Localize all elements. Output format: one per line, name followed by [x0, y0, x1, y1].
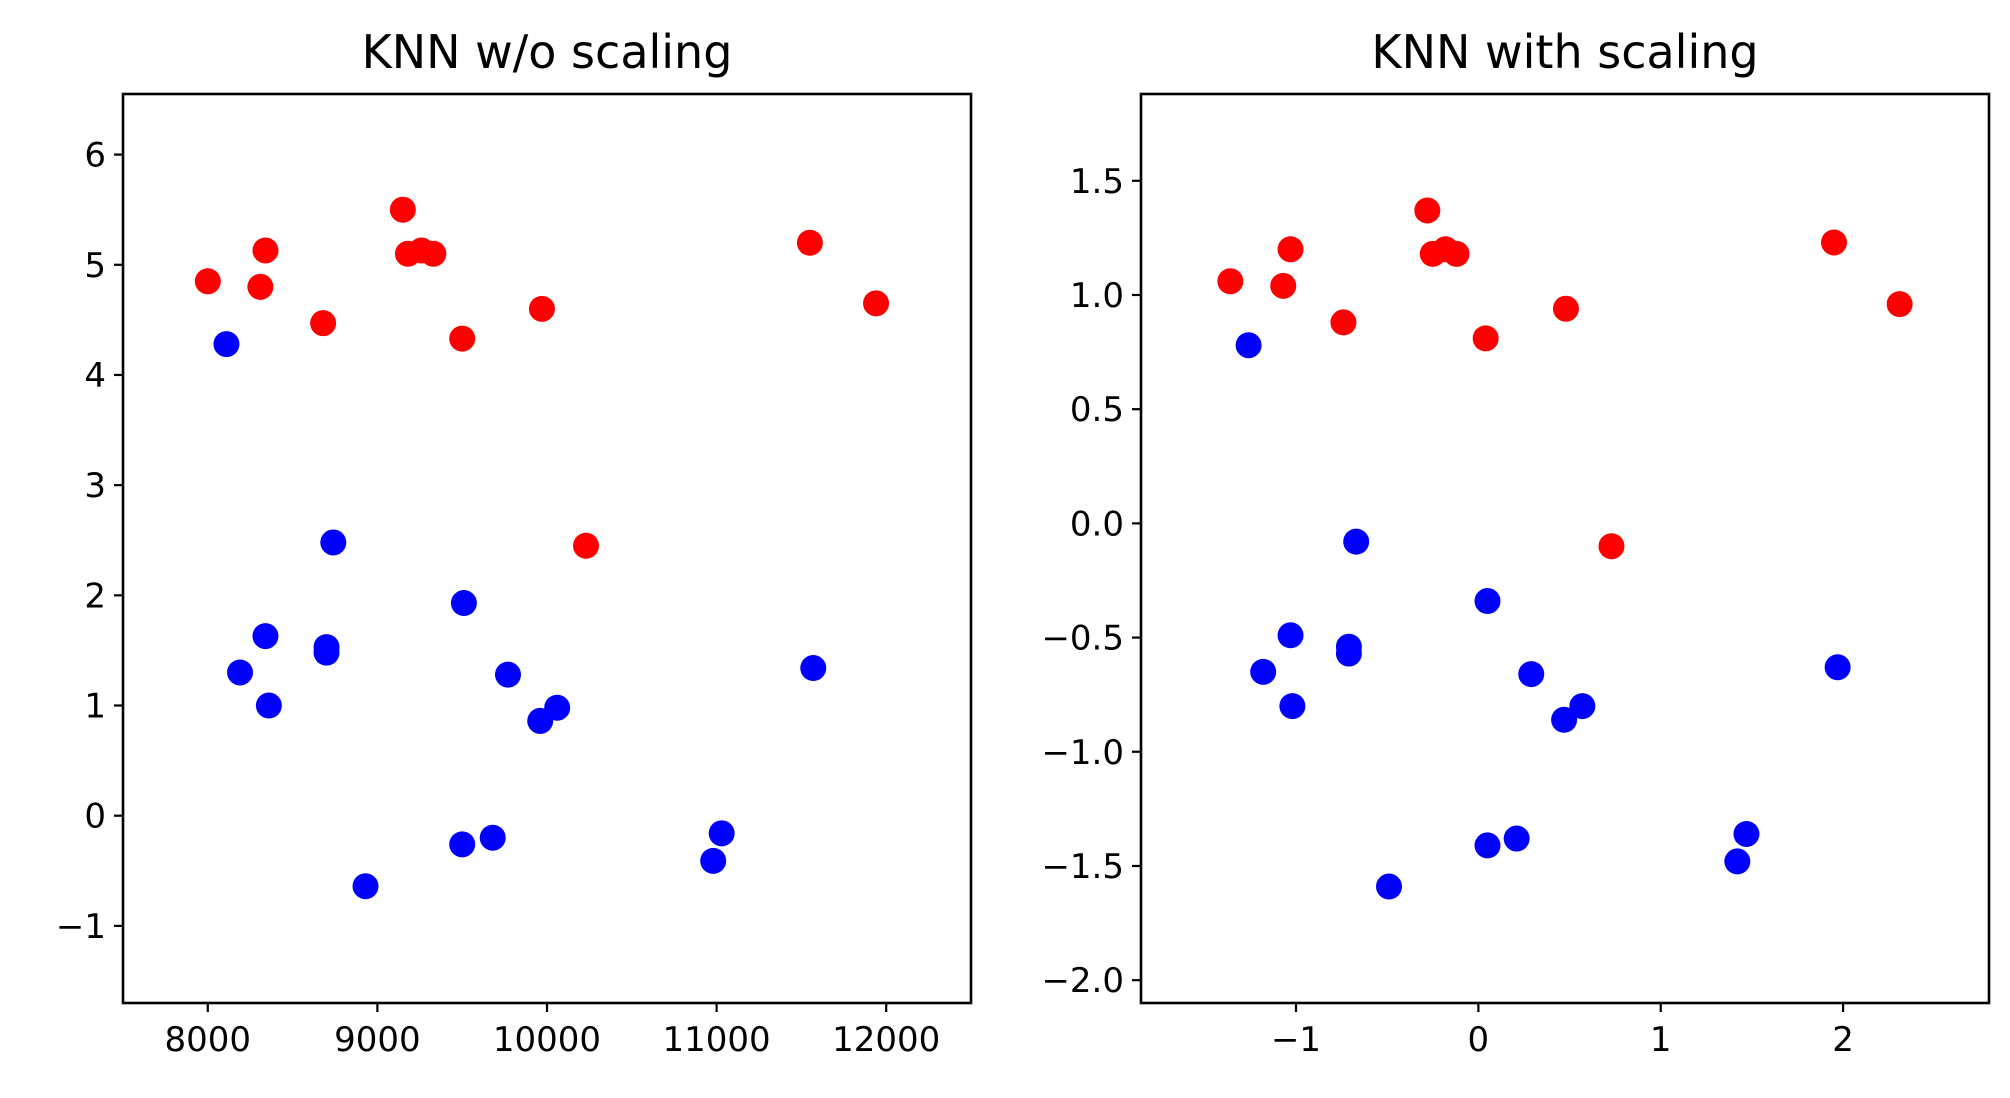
left-point-blue-14: [700, 847, 727, 874]
right-axes-frame: [1139, 92, 1991, 1005]
right-point-red-1: [1270, 272, 1297, 299]
left-ytick-label-1: 0: [84, 797, 106, 837]
right-point-red-4: [1414, 197, 1441, 224]
left-point-blue-15: [708, 820, 735, 847]
left-point-blue-11: [494, 661, 521, 688]
right-point-red-2: [1277, 236, 1304, 263]
left-ytick-label-7: 6: [84, 136, 106, 176]
right-point-red-3: [1330, 309, 1357, 336]
right-ytick-label-2: −1.0: [1041, 733, 1124, 773]
left-point-blue-6: [320, 529, 347, 556]
left-ytick-label-2: 1: [84, 687, 106, 727]
right-point-red-9: [1552, 295, 1579, 322]
right-point-blue-5: [1335, 640, 1362, 667]
right-chart-title: KNN with scaling: [1371, 25, 1758, 79]
left-plot: KNN w/o scaling 8000 9000 10000 11000 12000 −1…: [56, 25, 973, 1060]
right-ytick-label-4: 0.0: [1070, 504, 1124, 544]
right-point-blue-3: [1279, 693, 1306, 720]
right-point-blue-2: [1277, 622, 1304, 649]
right-point-blue-8: [1474, 832, 1501, 859]
left-point-red-2: [252, 237, 279, 264]
left-xtick-label-3: 11000: [663, 1020, 771, 1060]
left-ytick-label-0: −1: [56, 907, 106, 947]
left-point-red-9: [528, 295, 555, 322]
right-point-red-12: [1886, 291, 1913, 318]
left-point-blue-1: [227, 659, 254, 686]
right-ytick-label-1: −1.5: [1041, 847, 1124, 887]
right-point-blue-1: [1250, 658, 1277, 685]
right-xtick-label-3: 2: [1832, 1020, 1854, 1060]
left-point-blue-7: [352, 873, 379, 900]
right-point-blue-7: [1376, 873, 1403, 900]
right-point-blue-15: [1733, 820, 1760, 847]
left-point-red-1: [247, 273, 274, 300]
right-point-red-8: [1472, 325, 1499, 352]
left-point-blue-5: [313, 639, 340, 666]
right-xtick-label-1: 0: [1468, 1020, 1490, 1060]
right-plot: KNN with scaling −1 0 1 2 −2.0 −1.5 −1.0 −0.5 0.0…: [1041, 25, 1991, 1060]
left-point-red-12: [863, 290, 890, 317]
right-point-red-0: [1217, 268, 1244, 295]
right-point-red-11: [1820, 229, 1847, 256]
left-xtick-label-4: 12000: [832, 1020, 940, 1060]
left-point-blue-2: [252, 623, 279, 650]
right-ytick-label-7: 1.5: [1070, 162, 1124, 202]
left-ytick-label-4: 3: [84, 466, 106, 506]
right-xtick-label-2: 1: [1650, 1020, 1672, 1060]
right-point-blue-0: [1235, 332, 1262, 359]
left-point-blue-3: [255, 692, 282, 719]
left-point-red-10: [573, 532, 600, 559]
left-point-blue-9: [450, 590, 477, 617]
right-point-red-10: [1598, 533, 1625, 560]
left-point-red-7: [420, 240, 447, 267]
right-point-blue-14: [1724, 848, 1751, 875]
left-ytick-label-3: 2: [84, 576, 106, 616]
right-xtick-label-0: −1: [1271, 1020, 1321, 1060]
right-point-blue-12: [1551, 706, 1578, 733]
left-point-blue-13: [544, 694, 571, 721]
left-point-blue-8: [449, 831, 476, 858]
right-ytick-label-5: 0.5: [1070, 390, 1124, 430]
left-axes-frame: [121, 92, 973, 1005]
left-point-red-0: [194, 268, 221, 295]
left-point-blue-16: [800, 655, 827, 682]
right-ytick-label-3: −0.5: [1041, 619, 1124, 659]
right-point-blue-11: [1518, 661, 1545, 688]
left-chart-title: KNN w/o scaling: [362, 25, 733, 79]
right-point-blue-10: [1503, 825, 1530, 852]
right-point-red-7: [1443, 240, 1470, 267]
left-ytick-label-5: 4: [84, 356, 106, 396]
left-point-blue-0: [213, 331, 240, 358]
left-point-red-8: [449, 325, 476, 352]
right-ytick-label-6: 1.0: [1070, 276, 1124, 316]
left-xtick-label-2: 10000: [493, 1020, 601, 1060]
left-point-blue-10: [479, 824, 506, 851]
left-ytick-label-6: 5: [84, 246, 106, 286]
left-xtick-label-1: 9000: [334, 1020, 421, 1060]
right-point-blue-13: [1569, 693, 1596, 720]
right-point-blue-6: [1343, 528, 1370, 555]
left-point-red-11: [796, 229, 823, 256]
left-point-red-4: [389, 196, 416, 223]
left-point-red-3: [310, 310, 337, 337]
right-ytick-label-0: −2.0: [1041, 961, 1124, 1001]
right-point-blue-16: [1824, 654, 1851, 681]
left-xtick-label-0: 8000: [165, 1020, 252, 1060]
right-point-blue-9: [1474, 588, 1501, 615]
